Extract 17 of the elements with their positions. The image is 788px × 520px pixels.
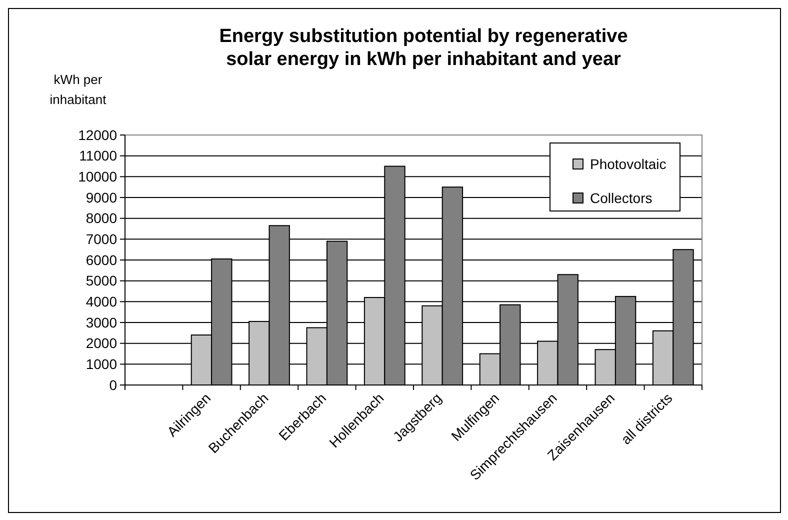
y-tick-label: 11000 (79, 148, 118, 164)
chart-title: Energy substitution potential by regenerative solar energy in kWh per inhabitant and year (219, 26, 628, 70)
y-tick-label: 6000 (86, 252, 118, 268)
y-tick-label: 4000 (86, 294, 118, 310)
y-tick-label: 8000 (86, 210, 118, 226)
y-tick-label: 5000 (86, 272, 118, 289)
y-tick-label: 3000 (86, 314, 118, 330)
legend-label: Collectors (590, 190, 652, 206)
y-tick-label: 7000 (86, 231, 118, 248)
y-tick-label: 10000 (78, 168, 118, 185)
y-tick-label: 0 (109, 376, 118, 393)
y-tick-label: 1000 (86, 356, 118, 372)
y-axis-title: kWh per inhabitant (50, 72, 107, 107)
y-tick-label: 12000 (78, 126, 118, 143)
y-tick-label: 2000 (86, 335, 118, 352)
y-tick-label: 9000 (86, 189, 118, 206)
legend-label: Photovoltaic (590, 156, 666, 172)
